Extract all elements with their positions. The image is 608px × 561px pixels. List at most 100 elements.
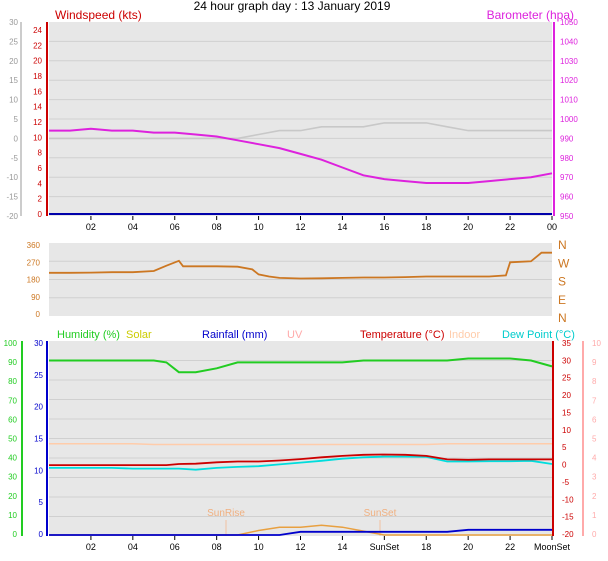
rain-tick: 10 [34,466,43,475]
wind-outer-tick: 5 [14,115,19,124]
time-tick-label: 06 [170,222,180,232]
time-tick-label: 22 [505,542,515,552]
wind-outer-tick: -5 [11,154,19,163]
wind-tick: 16 [33,87,42,96]
indoor-label: Indoor [449,329,481,341]
baro-tick: 960 [560,193,574,202]
series-barometer-line [49,127,553,184]
compass-letter: N [558,311,567,325]
time-tick-label: 02 [86,542,96,552]
baro-tick: 950 [560,212,574,221]
wind-outer-tick: 30 [9,18,18,27]
wind-outer-tick: 15 [9,76,18,85]
direction-tick: 270 [27,258,41,267]
wind-tick: 12 [33,118,42,127]
rain-tick: 15 [34,435,43,444]
wind-tick: 20 [33,57,42,66]
panel-wind-baro: Windspeed (kts) Barometer (hpa) 30252015… [6,8,578,232]
series-direction-line [49,251,552,280]
rain-tick: 25 [34,371,43,380]
series-indoor-line [49,443,552,446]
baro-tick: 970 [560,173,574,182]
uv-tick: 4 [592,454,597,463]
uv-tick: 7 [592,396,597,405]
solar-label: Solar [126,329,152,341]
wind-tick: 18 [33,72,42,81]
wind-tick: 2 [38,195,43,204]
series-humidity-line [49,357,553,374]
wind-tick: 4 [38,179,43,188]
temp-tick: -15 [562,513,574,522]
humidity-tick: 40 [8,454,17,463]
uv-tick: 8 [592,377,597,386]
uv-tick: 10 [592,339,601,348]
time-tick-label: MoonSet [534,542,571,552]
sunrise-annotation: SunRise [207,508,245,519]
panel-humidity-temp: Humidity (%) Solar Rainfall (mm) UV Temp… [4,329,602,552]
time-tick-label: 22 [505,222,515,232]
temp-tick: 25 [562,374,571,383]
temp-tick: 20 [562,391,571,400]
time-tick-label: 14 [337,222,347,232]
time-tick-label: 04 [128,222,138,232]
page-title: 24 hour graph day : 13 January 2019 [194,0,391,13]
humidity-tick: 50 [8,435,17,444]
temp-tick: -20 [562,530,574,539]
time-tick-label: 10 [254,222,264,232]
baro-tick: 1050 [560,18,578,27]
humidity-tick: 80 [8,377,17,386]
compass-letter: E [558,293,566,307]
temp-tick: 15 [562,408,571,417]
uv-tick: 1 [592,511,597,520]
baro-tick: 1010 [560,96,578,105]
series-gust-line [49,122,552,140]
direction-tick: 180 [27,276,41,285]
direction-tick: 90 [31,293,40,302]
compass-letter: W [558,256,570,270]
baro-tick: 980 [560,154,574,163]
baro-tick: 1000 [560,115,578,124]
humidity-label: Humidity (%) [57,329,120,341]
baro-tick: 1020 [560,76,578,85]
temp-tick: 30 [562,356,571,365]
humidity-tick: 100 [4,339,18,348]
time-tick-label: 08 [212,222,222,232]
temp-tick: 5 [562,443,567,452]
wind-outer-tick: -20 [6,212,18,221]
rain-tick: 30 [34,339,43,348]
uv-tick: 9 [592,358,597,367]
wind-outer-tick: 25 [9,37,18,46]
direction-tick: 360 [27,241,41,250]
temp-tick: -5 [562,478,570,487]
wind-outer-tick: -10 [6,173,18,182]
wind-tick: 10 [33,133,42,142]
time-tick-label: 10 [254,542,264,552]
windspeed-label: Windspeed (kts) [55,8,142,22]
humidity-tick: 70 [8,396,17,405]
uv-tick: 6 [592,415,597,424]
rain-tick: 0 [39,530,44,539]
sunset-annotation: SunSet [364,508,397,519]
time-tick-label: 18 [421,542,431,552]
uv-tick: 0 [592,530,597,539]
wind-outer-tick: 20 [9,57,18,66]
wind-tick: 0 [38,210,43,219]
temperature-label: Temperature (°C) [360,329,444,341]
wind-outer-tick: -15 [6,193,18,202]
time-tick-label: 16 [379,222,389,232]
humidity-tick: 60 [8,415,17,424]
time-tick-label: 12 [295,542,305,552]
compass-letter: N [558,238,567,252]
time-tick-label: 00 [547,222,557,232]
uv-tick: 5 [592,435,597,444]
series-temperature-line [49,453,552,467]
wind-outer-tick: 10 [9,96,18,105]
humidity-tick: 90 [8,358,17,367]
uv-tick: 3 [592,473,597,482]
time-tick-label: 12 [295,222,305,232]
time-tick-label: 06 [170,542,180,552]
series-dewpoint-line [49,455,553,471]
wind-tick: 8 [38,149,43,158]
